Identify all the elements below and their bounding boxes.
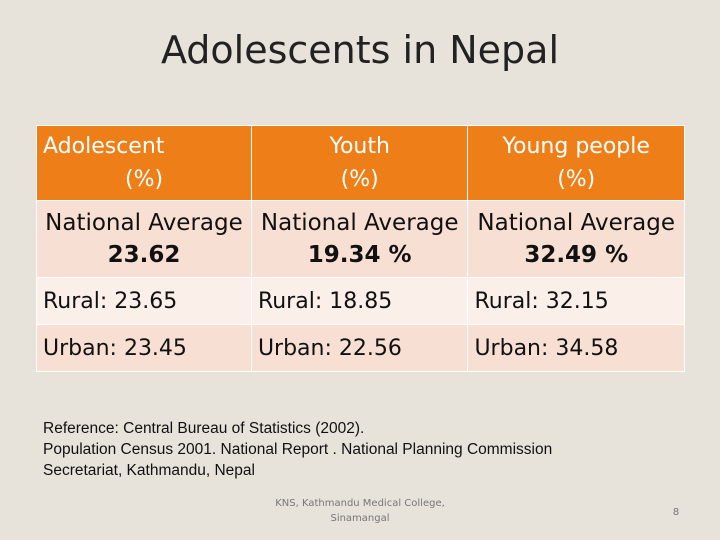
reference-text: Reference: Central Bureau of Statistics … [43,418,683,481]
national-average-young-people: National Average 32.49 % [467,200,685,278]
page-number: 8 [672,507,680,518]
header-label: Young people [502,134,650,159]
header-adolescent: Adolescent (%) [36,125,252,201]
header-unit: (%) [557,167,596,192]
reference-line: Secretariat, Kathmandu, Nepal [43,462,255,479]
table-header-row: Adolescent (%) Youth (%) Young people (%… [36,125,685,201]
statistics-table: Adolescent (%) Youth (%) Young people (%… [36,125,685,372]
urban-adolescent: Urban: 23.45 [36,324,252,372]
footer-line: KNS, Kathmandu Medical College, [275,498,445,509]
footer-line: Sinamangal [330,513,390,524]
rural-youth: Rural: 18.85 [250,277,469,325]
footer-affiliation: KNS, Kathmandu Medical College, Sinamang… [255,496,465,526]
header-unit: (%) [340,167,379,192]
header-young-people: Young people (%) [467,125,685,201]
header-label: Youth [329,134,390,159]
header-youth: Youth (%) [250,125,469,201]
rural-adolescent: Rural: 23.65 [36,277,252,325]
rural-row: Rural: 23.65 Rural: 18.85 Rural: 32.15 [36,277,685,325]
header-unit: (%) [125,167,164,192]
cell-label: National Average [477,210,676,236]
national-average-row: National Average 23.62 National Average … [36,200,685,278]
cell-value: 23.62 [107,242,181,268]
cell-label: National Average [45,210,243,236]
slide-title: Adolescents in Nepal [160,28,560,72]
urban-youth: Urban: 22.56 [250,324,469,372]
national-average-adolescent: National Average 23.62 [36,200,252,278]
rural-young-people: Rural: 32.15 [467,277,685,325]
reference-line: Reference: Central Bureau of Statistics … [43,420,365,437]
national-average-youth: National Average 19.34 % [250,200,469,278]
cell-value: 19.34 % [307,242,412,268]
cell-value: 32.49 % [524,242,629,268]
reference-line: Population Census 2001. National Report … [43,441,553,458]
urban-young-people: Urban: 34.58 [467,324,685,372]
cell-label: National Average [260,210,459,236]
header-label: Adolescent [43,134,165,159]
urban-row: Urban: 23.45 Urban: 22.56 Urban: 34.58 [36,324,685,372]
